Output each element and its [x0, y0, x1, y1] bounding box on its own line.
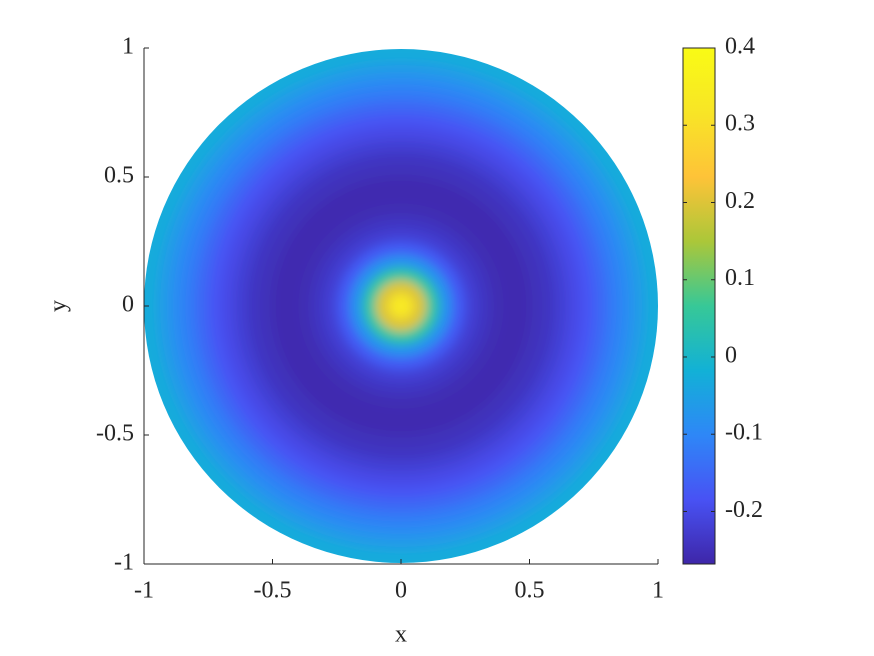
colorbar-tick-label: -0.2 — [725, 497, 763, 523]
y-tick-label: 0.5 — [104, 163, 134, 189]
x-tick-label: -1 — [134, 578, 154, 604]
x-tick-label: 0.5 — [515, 578, 545, 604]
axes: -1 -0.5 0 0.5 1 -1 -0.5 0 0.5 1 — [96, 34, 664, 604]
colorbar-tick-label: 0.4 — [725, 34, 755, 60]
ring — [398, 303, 404, 309]
colorbar-tick-label: 0 — [725, 342, 737, 368]
y-tick-label: -0.5 — [96, 421, 134, 447]
colorbar-tick-label: 0.3 — [725, 111, 755, 137]
x-tick-label: 1 — [652, 578, 664, 604]
colorbar — [682, 47, 716, 565]
y-tick-label: 0 — [122, 292, 134, 318]
x-tick-label: -0.5 — [254, 578, 292, 604]
y-tick-label: -1 — [114, 550, 134, 576]
y-axis-label: y — [46, 300, 72, 312]
colorbar-tick-label: 0.1 — [725, 265, 755, 291]
field — [144, 49, 658, 563]
x-tick-label: 0 — [395, 578, 407, 604]
x-axis-label: x — [395, 622, 407, 648]
y-tick-label: 1 — [122, 34, 134, 60]
colorbar-tick-label: -0.1 — [725, 420, 763, 446]
colorbar-tick-label: 0.2 — [725, 188, 755, 214]
